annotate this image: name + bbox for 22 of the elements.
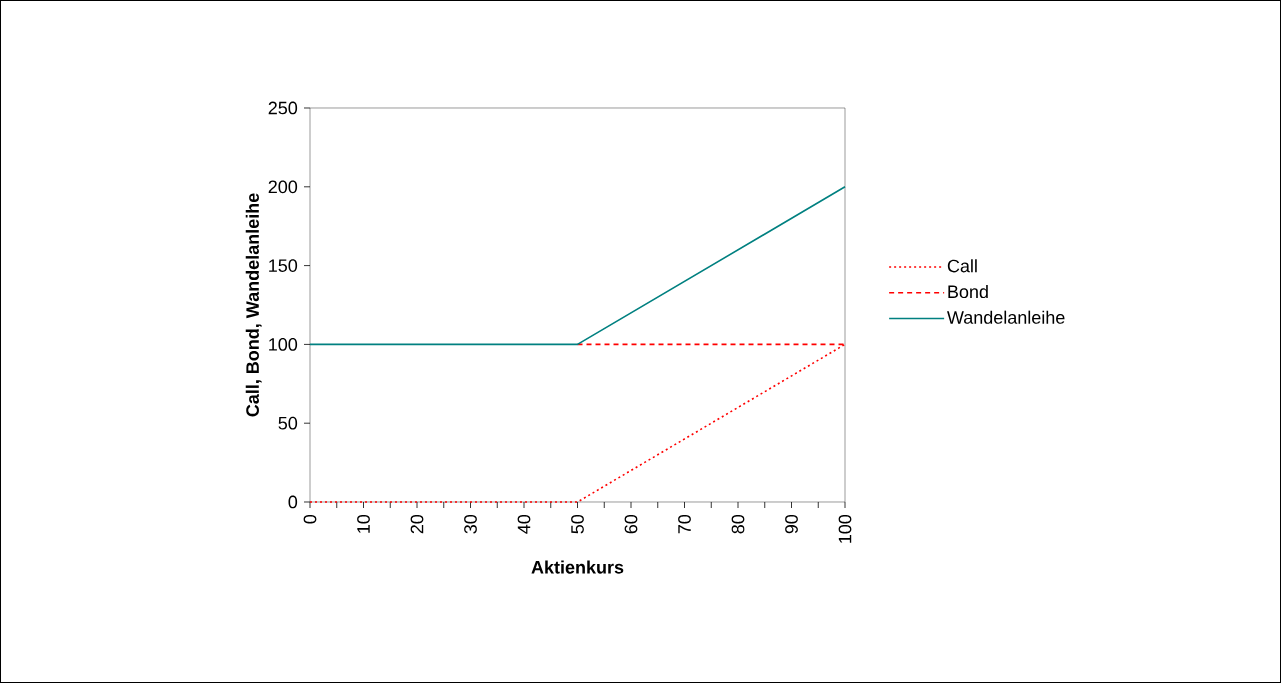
legend-label: Call <box>947 259 977 273</box>
x-tick-label: 100 <box>838 514 852 543</box>
y-tick-label: 100 <box>269 338 298 351</box>
y-tick-label: 200 <box>268 180 298 194</box>
x-tick-label: 60 <box>624 514 638 534</box>
y-axis-title: Call, Bond, Wandelanleihe <box>245 193 262 417</box>
x-tick-label: 50 <box>571 514 584 534</box>
x-tick-label: 20 <box>410 514 424 534</box>
x-tick-label: 70 <box>678 514 691 534</box>
x-tick-label: 90 <box>785 514 798 534</box>
y-tick-label: 0 <box>288 495 298 509</box>
x-tick-label: 0 <box>303 514 317 524</box>
x-axis-title: Aktienkurs <box>531 560 624 574</box>
x-tick-label: 10 <box>357 514 370 533</box>
y-tick-label: 50 <box>278 416 298 430</box>
legend-label: Wandelanleihe <box>947 310 1065 324</box>
y-tick-label: 250 <box>268 101 298 115</box>
x-tick-label: 80 <box>731 514 745 534</box>
x-tick-label: 40 <box>517 514 531 534</box>
x-tick-label: 30 <box>464 514 477 534</box>
y-tick-label: 150 <box>269 259 298 272</box>
legend-label: Bond <box>948 284 988 299</box>
